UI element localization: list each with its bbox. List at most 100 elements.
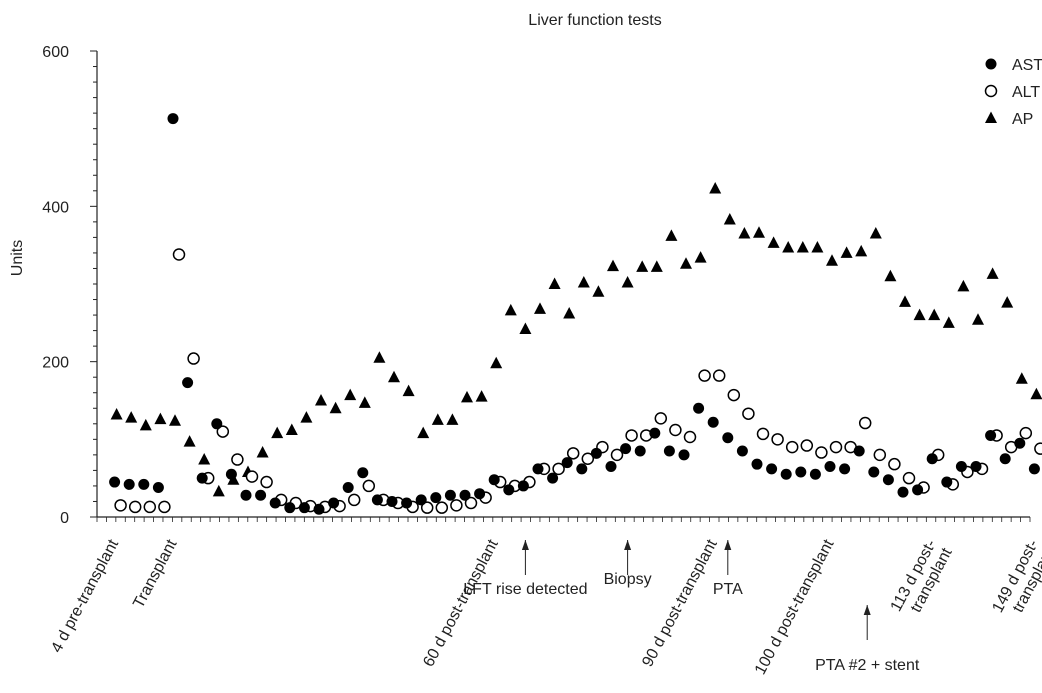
legend-label: AST [1012,57,1042,74]
x-tick-label: 149 d post-transplant [989,536,1042,624]
data-point-alt [1034,442,1042,455]
data-point-ast [576,463,588,475]
data-point-ap [884,269,897,282]
data-point-ap [329,401,342,414]
data-point-alt [727,388,741,402]
annotation-arrowhead [863,605,871,615]
data-point-ast [649,427,661,439]
data-point-ap [723,213,736,225]
data-point-ap [475,390,488,402]
data-point-ap [928,308,941,321]
data-point-ast [605,461,617,473]
data-point-ap [577,275,590,288]
legend-marker-ast [985,58,997,70]
data-point-alt [245,470,259,483]
data-point-ap [913,308,926,321]
data-point-ap [650,260,663,272]
data-point-ap [183,435,196,447]
data-point-ap [607,259,619,272]
data-point-ap [139,418,152,431]
data-point-alt [231,453,244,466]
data-point-alt [552,462,565,476]
data-point-ast [882,474,894,486]
data-point-ap [986,267,999,279]
data-point-ast [415,494,427,506]
data-point-ap [665,229,678,241]
data-point-alt [347,493,361,507]
data-point-ast [809,468,821,480]
data-point-ap [388,370,400,383]
data-point-ast [211,418,223,430]
data-point-ap [446,413,459,425]
data-point-ast [240,489,252,501]
data-point-alt [683,430,697,444]
data-point-ap [738,227,751,239]
data-point-ast [371,494,383,506]
annotation-arrowhead [724,540,732,550]
x-tick-label: 90 d post-transplant [639,536,721,669]
data-point-ast [532,463,544,475]
data-point-ap [1030,387,1042,400]
data-point-ap [680,257,692,269]
data-point-alt [712,369,726,382]
data-point-ast [517,480,529,492]
data-point-alt [1019,426,1033,440]
data-point-ast [663,445,675,457]
data-point-ast [590,447,602,459]
data-point-alt [450,499,463,512]
data-point-ast [109,476,121,488]
series-alt [114,248,1042,514]
data-point-ast [444,489,456,501]
data-point-ast [386,495,398,507]
annotation-arrowhead [624,540,632,550]
data-point-ap [402,384,415,397]
data-point-ast [167,113,179,125]
data-point-alt [873,448,887,462]
data-point-ast [430,492,442,504]
data-point-ast [401,497,413,509]
data-point-ast [342,481,354,493]
data-point-ast [955,461,967,473]
y-tick-label: 400 [42,199,69,216]
data-point-ast [1014,437,1026,449]
data-point-ap [855,244,868,257]
data-marks [109,113,1042,515]
data-point-alt [785,440,799,454]
data-point-alt [625,429,638,442]
annotation-label: PTA [713,581,743,598]
data-point-ast [328,497,340,509]
data-point-ap [461,390,473,403]
data-point-ap [256,446,269,458]
data-point-ast [634,445,646,457]
data-point-ap [840,246,853,258]
data-point-ap [694,251,707,263]
data-point-ap [110,407,123,420]
data-point-ap [519,322,532,335]
data-point-ap [957,279,970,292]
x-tick-label: 4 d pre-transplant [48,536,122,655]
y-axis-ticks: 0 200 400 600 [42,44,97,527]
data-point-ap [490,356,503,369]
data-point-ast [693,402,705,414]
data-point-ap [504,303,517,316]
data-point-ast [868,466,880,478]
data-point-ap [300,411,313,423]
data-point-ap [271,426,284,439]
data-point-ast [824,461,836,473]
chart-title: Liver function tests [528,12,661,29]
data-point-ast [926,453,938,465]
data-point-ap [811,240,824,253]
data-point-ap [782,240,795,253]
data-point-ap [344,388,357,401]
data-point-alt [858,416,872,430]
data-point-ast [474,488,486,500]
data-point-ap [285,423,298,436]
data-point-ast [736,445,748,457]
data-point-ast [313,503,325,515]
legend-marker-ap [985,111,997,123]
data-point-alt [771,433,784,446]
data-point-ap [169,414,181,426]
data-point-ast [225,468,237,480]
data-point-alt [581,452,595,465]
data-point-ast [182,377,194,389]
